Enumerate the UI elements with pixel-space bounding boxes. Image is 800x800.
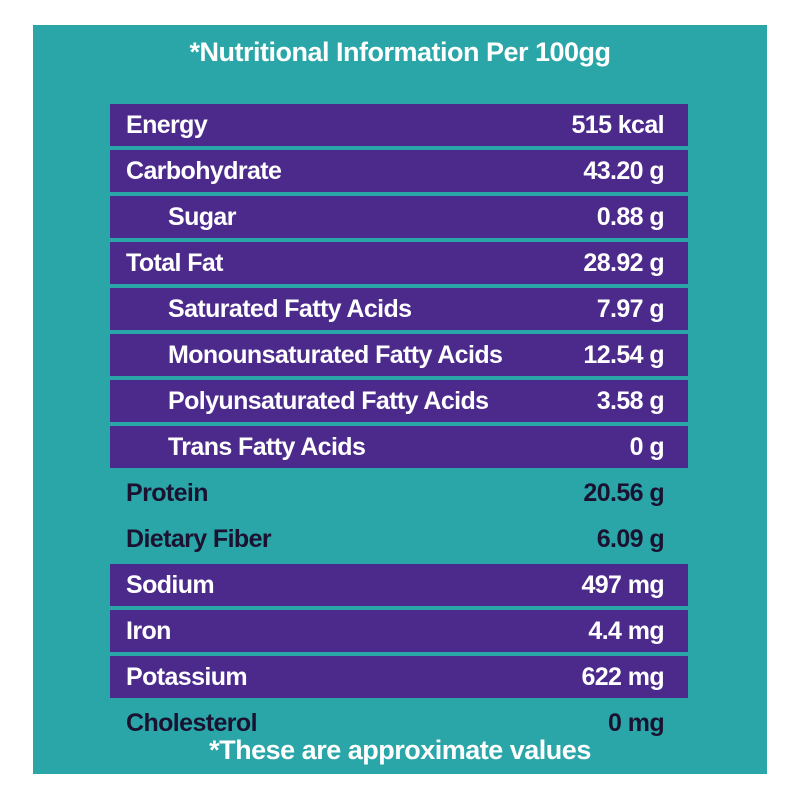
nutrient-name: Carbohydrate	[126, 156, 282, 185]
nutrient-name: Trans Fatty Acids	[168, 432, 366, 461]
nutrient-name: Saturated Fatty Acids	[168, 294, 412, 323]
nutrition-row-polyunsaturated-fatty-acids: Polyunsaturated Fatty Acids 3.58 g	[110, 380, 688, 422]
nutrient-name: Iron	[126, 616, 171, 645]
nutrient-name: Monounsaturated Fatty Acids	[168, 340, 503, 369]
nutrient-name: Protein	[126, 478, 209, 507]
nutrition-row-sugar: Sugar 0.88 g	[110, 196, 688, 238]
nutrient-value: 43.20 g	[583, 156, 664, 185]
nutrition-row-carbohydrate: Carbohydrate 43.20 g	[110, 150, 688, 192]
nutrient-value: 622 mg	[581, 662, 664, 691]
nutrient-name: Cholesterol	[126, 708, 258, 737]
nutrition-row-protein: Protein 20.56 g	[110, 472, 688, 514]
nutrient-value: 7.97 g	[596, 294, 665, 323]
nutrition-row-energy: Energy 515 kcal	[110, 104, 688, 146]
nutrient-value: 4.4 mg	[588, 616, 664, 645]
nutrition-row-monounsaturated-fatty-acids: Monounsaturated Fatty Acids 12.54 g	[110, 334, 688, 376]
nutrition-row-trans-fatty-acids: Trans Fatty Acids 0 g	[110, 426, 688, 468]
nutrient-name: Sodium	[126, 570, 215, 599]
nutrient-value: 20.56 g	[583, 478, 664, 507]
nutrition-table: Energy 515 kcal Carbohydrate 43.20 g Sug…	[110, 104, 688, 748]
nutrient-value: 0 mg	[608, 708, 665, 737]
nutrient-value: 515 kcal	[571, 110, 664, 139]
nutrient-name: Total Fat	[126, 248, 224, 277]
nutrition-row-cholesterol: Cholesterol 0 mg	[110, 702, 688, 744]
nutrient-name: Sugar	[168, 202, 236, 231]
nutrient-value: 0.88 g	[596, 202, 665, 231]
nutrition-row-dietary-fiber: Dietary Fiber 6.09 g	[110, 518, 688, 560]
nutrient-value: 28.92 g	[583, 248, 664, 277]
nutrition-row-total-fat: Total Fat 28.92 g	[110, 242, 688, 284]
nutrient-name: Polyunsaturated Fatty Acids	[168, 386, 489, 415]
nutrient-value: 6.09 g	[596, 524, 665, 553]
nutrient-name: Dietary Fiber	[126, 524, 272, 553]
nutrition-row-saturated-fatty-acids: Saturated Fatty Acids 7.97 g	[110, 288, 688, 330]
nutrient-value: 497 mg	[581, 570, 664, 599]
panel-title: *Nutritional Information Per 100gg	[189, 37, 611, 67]
nutrition-row-iron: Iron 4.4 mg	[110, 610, 688, 652]
panel-footer-note: *These are approximate values	[209, 735, 591, 765]
nutrition-row-potassium: Potassium 622 mg	[110, 656, 688, 698]
nutrient-value: 12.54 g	[583, 340, 664, 369]
nutrient-value: 0 g	[629, 432, 665, 461]
nutrient-name: Potassium	[126, 662, 248, 691]
nutrition-panel: *Nutritional Information Per 100gg Energ…	[33, 25, 767, 774]
nutrition-row-sodium: Sodium 497 mg	[110, 564, 688, 606]
nutrient-value: 3.58 g	[596, 386, 665, 415]
nutrient-name: Energy	[126, 110, 208, 139]
